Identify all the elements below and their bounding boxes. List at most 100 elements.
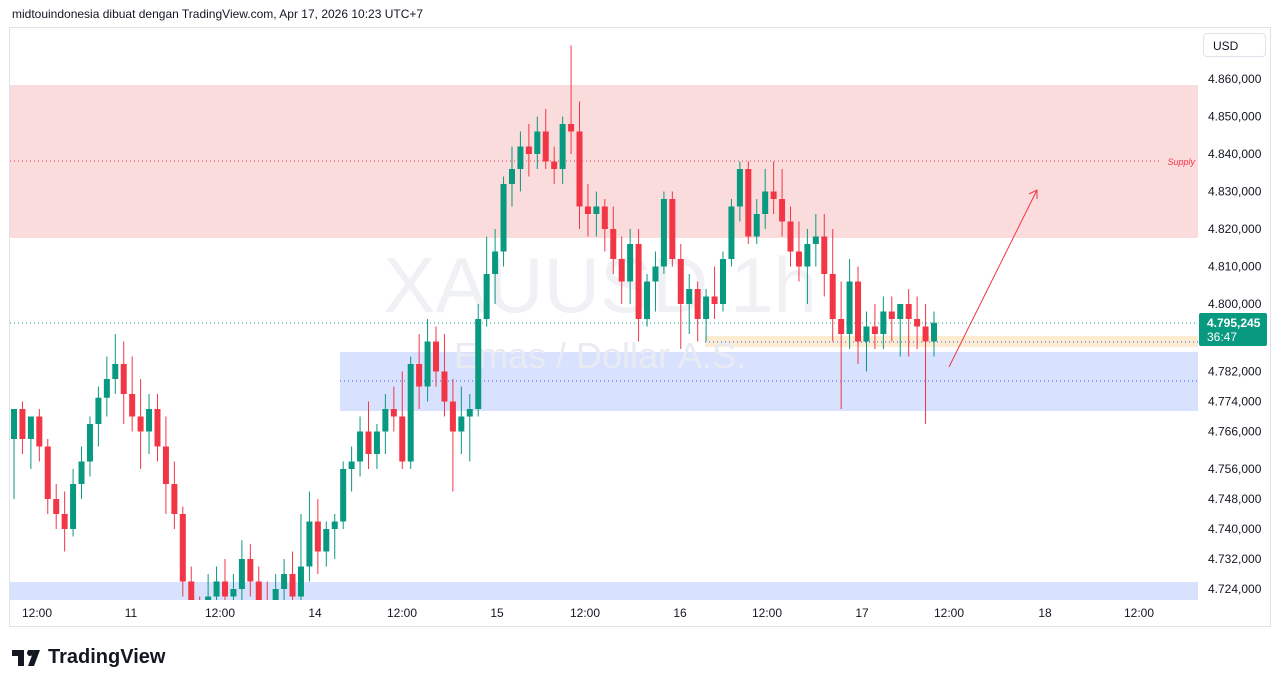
candle-body[interactable] <box>146 409 153 432</box>
tradingview-logo[interactable]: TradingView <box>12 646 165 669</box>
candle-body[interactable] <box>728 206 735 260</box>
candle-body[interactable] <box>120 364 127 394</box>
candle-body[interactable] <box>779 199 786 222</box>
candle-body[interactable] <box>644 281 651 320</box>
candle-body[interactable] <box>652 266 659 282</box>
pending-zone[interactable] <box>705 336 1198 347</box>
candle-body[interactable] <box>19 409 26 439</box>
candle-body[interactable] <box>53 499 60 514</box>
candle-body[interactable] <box>492 251 499 275</box>
candle-body[interactable] <box>11 409 17 439</box>
candle-body[interactable] <box>897 304 904 319</box>
candle-body[interactable] <box>466 409 473 417</box>
candle-body[interactable] <box>863 326 870 342</box>
candle-body[interactable] <box>340 469 347 522</box>
candle-body[interactable] <box>188 581 195 620</box>
candle-body[interactable] <box>500 184 507 252</box>
candle-body[interactable] <box>838 319 845 334</box>
candle-body[interactable] <box>78 461 85 485</box>
candle-body[interactable] <box>610 229 617 259</box>
chart-frame[interactable] <box>9 27 1271 627</box>
candle-body[interactable] <box>711 296 718 305</box>
candle-body[interactable] <box>162 446 169 485</box>
candle-body[interactable] <box>264 604 270 612</box>
candle-body[interactable] <box>331 521 338 530</box>
candle-body[interactable] <box>475 319 482 409</box>
candle-body[interactable] <box>677 259 684 304</box>
candle-body[interactable] <box>593 206 600 215</box>
candle-body[interactable] <box>483 274 490 319</box>
candle-body[interactable] <box>213 581 220 597</box>
candle-body[interactable] <box>762 191 769 215</box>
candle-body[interactable] <box>390 409 397 417</box>
candle-body[interactable] <box>753 214 760 237</box>
candle-body[interactable] <box>846 281 853 335</box>
candle-body[interactable] <box>888 311 895 320</box>
candle-body[interactable] <box>694 289 701 319</box>
candle-body[interactable] <box>551 161 558 170</box>
candle-body[interactable] <box>880 311 887 335</box>
candle-body[interactable] <box>922 326 929 342</box>
candle-body[interactable] <box>601 206 608 230</box>
candle-body[interactable] <box>112 364 119 379</box>
demand-zone-low[interactable] <box>10 582 1198 600</box>
candle-body[interactable] <box>314 521 321 552</box>
trend-arrow[interactable] <box>948 189 1038 368</box>
candle-body[interactable] <box>686 289 693 304</box>
candle-body[interactable] <box>272 589 279 612</box>
candle-body[interactable] <box>399 416 406 462</box>
candle-body[interactable] <box>205 596 212 627</box>
candle-body[interactable] <box>745 169 752 237</box>
candle-body[interactable] <box>433 341 440 372</box>
candle-body[interactable] <box>508 169 515 184</box>
candle-body[interactable] <box>230 589 237 597</box>
candle-body[interactable] <box>179 514 186 582</box>
candle-body[interactable] <box>306 521 313 567</box>
candle-body[interactable] <box>416 364 423 387</box>
candle-body[interactable] <box>618 259 625 282</box>
candle-body[interactable] <box>95 397 102 424</box>
candle-body[interactable] <box>914 319 921 327</box>
candle-body[interactable] <box>171 484 178 514</box>
candle-body[interactable] <box>297 566 304 597</box>
candle-body[interactable] <box>669 199 676 259</box>
candle-body[interactable] <box>61 514 68 529</box>
candle-body[interactable] <box>129 394 136 417</box>
candle-body[interactable] <box>449 401 456 432</box>
candle-body[interactable] <box>424 341 431 387</box>
candle-body[interactable] <box>373 431 380 455</box>
candle-body[interactable] <box>86 424 93 462</box>
candle-body[interactable] <box>770 191 777 200</box>
candle-body[interactable] <box>703 296 710 320</box>
candle-body[interactable] <box>719 259 726 304</box>
candle-body[interactable] <box>238 559 245 589</box>
candle-body[interactable] <box>525 146 532 155</box>
candle-body[interactable] <box>627 244 634 282</box>
candle-body[interactable] <box>70 484 77 529</box>
candle-body[interactable] <box>222 581 229 597</box>
candle-body[interactable] <box>323 529 330 552</box>
candle-body[interactable] <box>289 574 296 597</box>
candle-body[interactable] <box>382 409 389 432</box>
candle-body[interactable] <box>357 431 364 462</box>
candle-body[interactable] <box>931 322 937 342</box>
candle-body[interactable] <box>855 281 862 342</box>
candle-body[interactable] <box>584 206 591 215</box>
candle-body[interactable] <box>197 619 203 627</box>
candle-body[interactable] <box>517 146 524 170</box>
candle-body[interactable] <box>829 274 836 319</box>
candle-body[interactable] <box>576 131 583 207</box>
candle-body[interactable] <box>281 574 288 589</box>
candle-body[interactable] <box>36 416 43 447</box>
candle-body[interactable] <box>247 559 254 582</box>
candle-body[interactable] <box>812 236 819 245</box>
candle-body[interactable] <box>795 251 802 267</box>
candle-body[interactable] <box>559 124 566 169</box>
candle-body[interactable] <box>804 244 811 267</box>
candle-body[interactable] <box>542 131 549 162</box>
candle-body[interactable] <box>635 244 642 319</box>
candle-body[interactable] <box>255 581 262 605</box>
candle-body[interactable] <box>458 416 465 432</box>
candle-body[interactable] <box>407 364 414 462</box>
